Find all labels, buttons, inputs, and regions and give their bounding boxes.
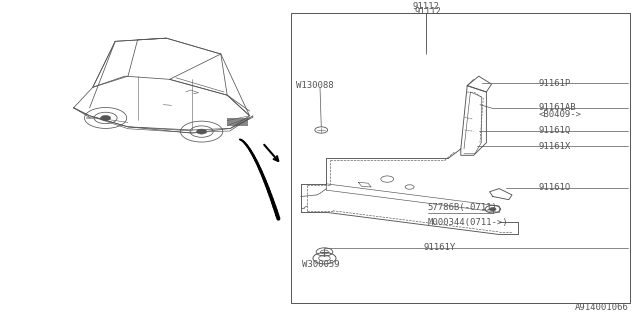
Bar [291,13,630,303]
Text: W130088: W130088 [296,81,333,90]
Text: 91112: 91112 [414,7,441,16]
Text: W300059: W300059 [302,260,340,269]
Text: 91161AB: 91161AB [538,103,576,112]
Text: M000344(0711->): M000344(0711->) [428,218,508,227]
Text: 91161O: 91161O [538,183,570,192]
Text: 91161Y: 91161Y [423,243,455,252]
Text: 91161X: 91161X [538,142,570,151]
Text: 91161P: 91161P [538,79,570,88]
Text: 57786B(-0711): 57786B(-0711) [428,203,497,212]
Circle shape [100,116,111,121]
Text: 91112: 91112 [413,2,440,11]
Text: 91161Q: 91161Q [538,126,570,135]
Circle shape [196,129,207,134]
Bar [227,118,248,125]
Circle shape [490,208,496,211]
Text: A914001066: A914001066 [575,303,628,312]
Text: <B0409->: <B0409-> [538,110,581,119]
